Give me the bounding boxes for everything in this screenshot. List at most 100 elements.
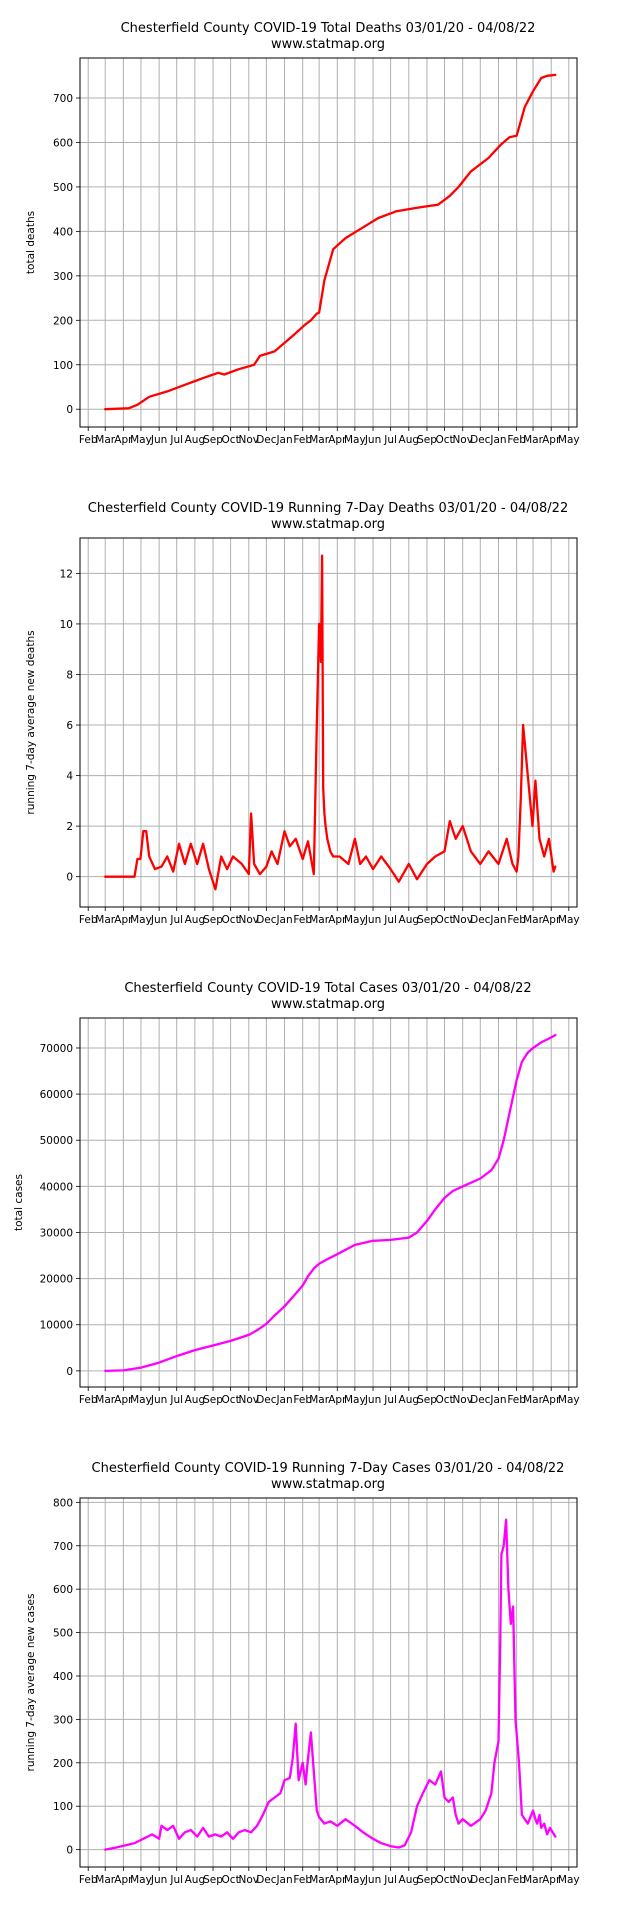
y-tick-label: 200 [53, 315, 73, 327]
x-tick-label: Dec [470, 914, 491, 926]
x-tick-label: Aug [185, 434, 206, 446]
series-line [104, 554, 557, 891]
x-tick-label: Jun [150, 1394, 167, 1406]
x-tick-label: Jul [383, 434, 397, 446]
x-tick-label: Dec [470, 1874, 491, 1886]
x-tick-label: Jun [364, 914, 381, 926]
x-tick-label: Feb [79, 1874, 98, 1886]
x-tick-label: Dec [256, 914, 277, 926]
x-tick-label: Nov [452, 1394, 473, 1406]
x-tick-label: Dec [470, 1394, 491, 1406]
x-tick-label: Jul [383, 1394, 397, 1406]
y-tick-label: 200 [53, 1758, 73, 1770]
x-tick-label: Feb [507, 434, 526, 446]
x-tick-label: Oct [222, 914, 240, 926]
x-tick-label: Nov [239, 1874, 260, 1886]
x-tick-label: May [558, 1874, 580, 1886]
x-tick-label: Sep [203, 1874, 223, 1886]
x-tick-label: Mar [523, 1874, 543, 1886]
x-tick-label: Apr [328, 434, 347, 446]
x-tick-label: Jun [364, 1874, 381, 1886]
x-tick-label: Jun [150, 1874, 167, 1886]
x-tick-label: Apr [542, 434, 561, 446]
x-tick-label: Aug [185, 914, 206, 926]
x-tick-label: Feb [79, 914, 98, 926]
y-tick-label: 6 [66, 720, 73, 732]
y-tick-label: 0 [66, 872, 73, 884]
plot-frame [79, 537, 578, 908]
x-tick-label: Apr [114, 434, 133, 446]
y-tick-label: 700 [53, 93, 73, 105]
plot-frame [79, 57, 578, 428]
x-tick-label: Mar [523, 1394, 543, 1406]
y-axis-label: running 7-day average new deaths [25, 630, 37, 814]
y-tick-label: 40000 [40, 1181, 73, 1193]
series-line [104, 73, 557, 411]
x-tick-label: Mar [95, 434, 115, 446]
x-tick-label: Aug [399, 434, 420, 446]
x-tick-label: Sep [417, 434, 437, 446]
running-7day-deaths-chart: Chesterfield County COVID-19 Running 7-D… [25, 501, 580, 926]
x-tick-label: Apr [114, 1874, 133, 1886]
x-tick-label: Jul [383, 914, 397, 926]
x-tick-label: May [344, 1394, 366, 1406]
x-tick-label: Apr [328, 914, 347, 926]
x-tick-label: Apr [328, 1394, 347, 1406]
x-tick-label: Dec [256, 434, 277, 446]
y-tick-label: 4 [66, 771, 73, 783]
x-tick-label: Jan [489, 1874, 506, 1886]
y-tick-label: 8 [66, 669, 73, 681]
running-7day-cases-chart: Chesterfield County COVID-19 Running 7-D… [25, 1461, 580, 1886]
x-tick-label: Aug [185, 1874, 206, 1886]
x-tick-label: May [130, 434, 152, 446]
x-tick-label: Dec [256, 1874, 277, 1886]
y-tick-label: 30000 [40, 1227, 73, 1239]
x-tick-label: Jan [275, 914, 292, 926]
x-tick-label: May [130, 1394, 152, 1406]
x-tick-label: Mar [95, 914, 115, 926]
x-tick-label: Oct [435, 1874, 453, 1886]
x-tick-label: Jan [275, 1394, 292, 1406]
chart-subtitle: www.statmap.org [271, 517, 385, 532]
x-tick-label: Nov [239, 1394, 260, 1406]
y-tick-label: 0 [66, 1366, 73, 1378]
x-tick-label: Dec [256, 1394, 277, 1406]
y-tick-label: 700 [53, 1541, 73, 1553]
x-tick-label: Mar [523, 434, 543, 446]
x-tick-label: Oct [222, 1874, 240, 1886]
x-tick-label: Feb [293, 1874, 312, 1886]
x-tick-label: Oct [435, 914, 453, 926]
y-tick-label: 10000 [40, 1320, 73, 1332]
x-tick-label: Sep [417, 1394, 437, 1406]
chart-title: Chesterfield County COVID-19 Running 7-D… [92, 1461, 565, 1476]
x-tick-label: Sep [203, 1394, 223, 1406]
y-tick-label: 0 [66, 1845, 73, 1857]
x-tick-label: Feb [293, 914, 312, 926]
x-tick-label: Mar [309, 914, 329, 926]
x-tick-label: Jan [489, 434, 506, 446]
chart-subtitle: www.statmap.org [271, 997, 385, 1012]
x-tick-label: Apr [542, 914, 561, 926]
y-tick-label: 300 [53, 1714, 73, 1726]
y-tick-label: 800 [53, 1497, 73, 1509]
x-tick-label: Jul [383, 1874, 397, 1886]
x-tick-label: Oct [435, 1394, 453, 1406]
x-tick-label: Mar [309, 1394, 329, 1406]
x-tick-label: May [558, 1394, 580, 1406]
total-cases-chart: Chesterfield County COVID-19 Total Cases… [13, 981, 580, 1406]
x-tick-label: Jan [275, 434, 292, 446]
x-tick-label: Apr [114, 914, 133, 926]
x-tick-label: Aug [399, 1874, 420, 1886]
chart-title: Chesterfield County COVID-19 Running 7-D… [88, 501, 568, 516]
y-tick-label: 600 [53, 1584, 73, 1596]
y-tick-label: 50000 [40, 1135, 73, 1147]
x-tick-label: Mar [309, 434, 329, 446]
y-axis-label: total deaths [25, 211, 37, 274]
x-tick-label: Aug [399, 1394, 420, 1406]
x-tick-label: Apr [114, 1394, 133, 1406]
x-tick-label: May [130, 914, 152, 926]
x-tick-label: May [344, 1874, 366, 1886]
x-tick-label: Feb [293, 434, 312, 446]
x-tick-label: May [558, 434, 580, 446]
